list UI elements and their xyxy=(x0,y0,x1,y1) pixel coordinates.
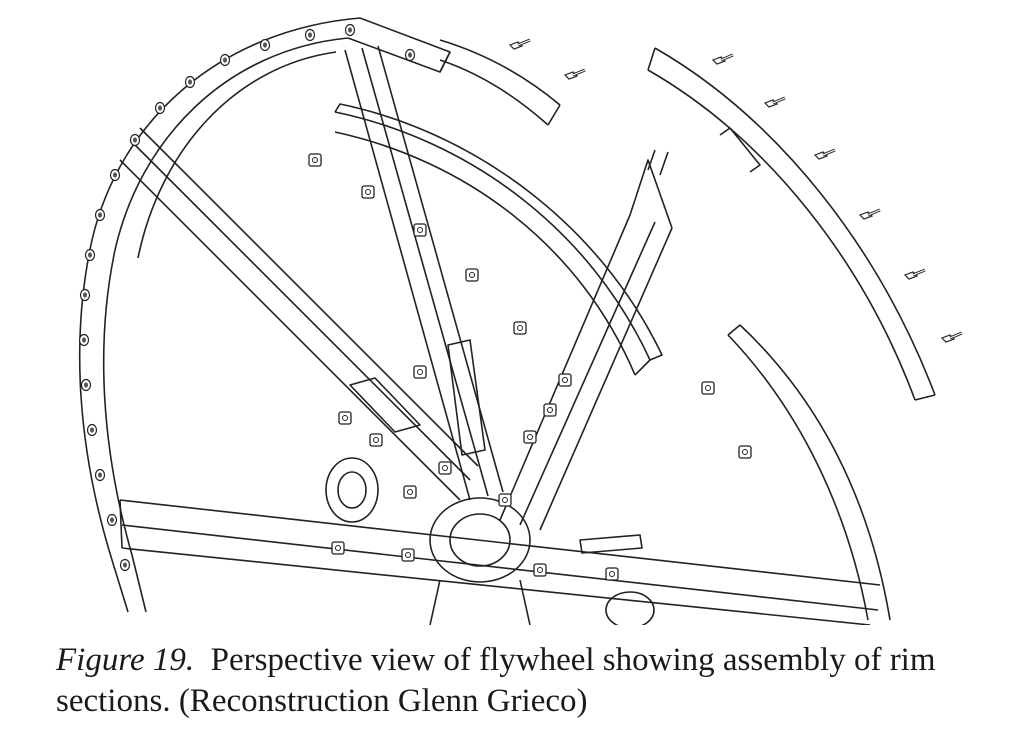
spoke-horizontal xyxy=(119,499,881,625)
rim-holes xyxy=(78,23,416,572)
spoke-left xyxy=(119,127,479,501)
flywheel-drawing xyxy=(78,17,964,625)
nuts xyxy=(308,153,752,581)
figure-label: Figure 19. xyxy=(56,642,195,678)
figure-caption: Figure 19. Perspective view of flywheel … xyxy=(56,640,996,722)
spoke-right xyxy=(499,149,673,531)
rim-section-middle xyxy=(334,103,663,376)
spoke-top xyxy=(344,45,504,501)
hub xyxy=(325,457,655,625)
rim-section-lower-right xyxy=(727,324,891,621)
main-rim xyxy=(78,17,451,613)
rim-section-right xyxy=(647,47,936,401)
figure-caption-text: Perspective view of flywheel showing ass… xyxy=(56,642,936,719)
bolts xyxy=(508,38,964,344)
rim-section-top xyxy=(439,39,561,126)
